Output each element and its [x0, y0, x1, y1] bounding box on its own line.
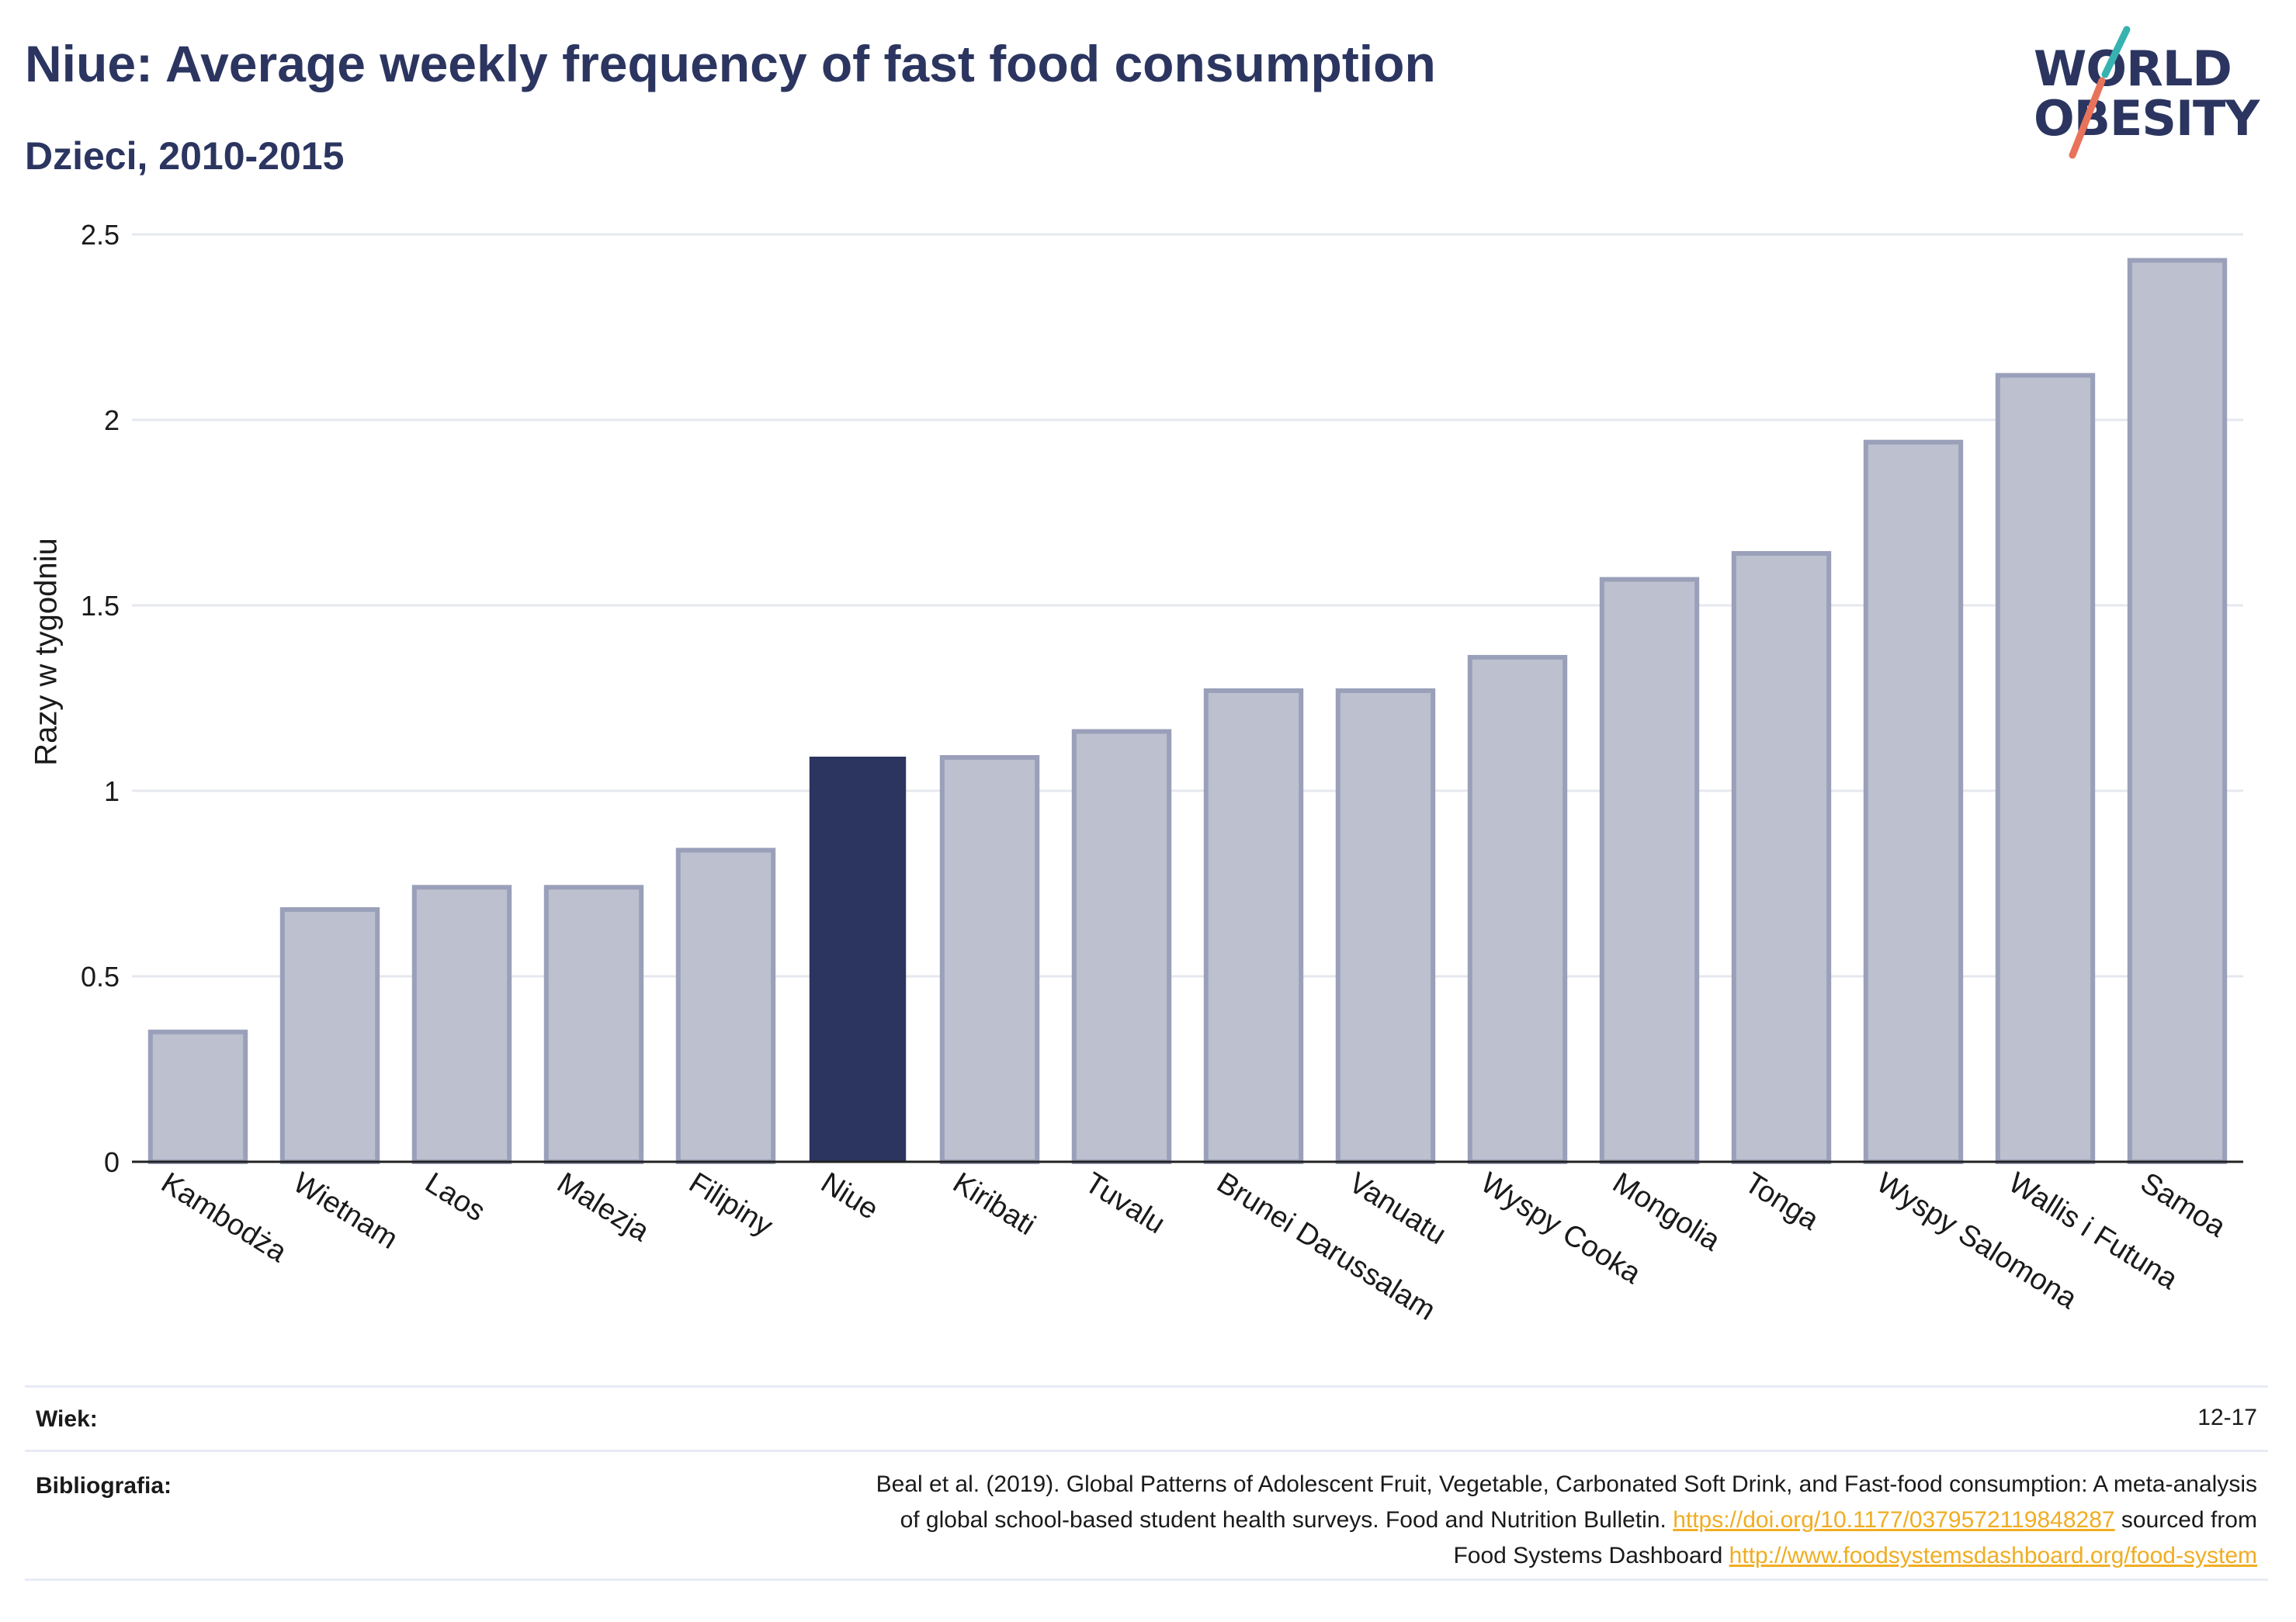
y-tick-label: 1 [104, 775, 120, 807]
x-tick-label: Brunei Darussalam [1211, 1166, 1441, 1327]
age-row: Wiek: 12-17 [25, 1405, 2268, 1444]
bar [939, 754, 1040, 1164]
y-tick-label: 2 [104, 404, 120, 436]
y-tick-label: 0.5 [81, 961, 120, 993]
x-tick-label: Vanuatu [1343, 1166, 1451, 1251]
bibliography-label: Bibliografia: [36, 1473, 172, 1499]
bar [543, 885, 644, 1165]
x-tick-label: Filipiny [683, 1166, 779, 1242]
footer-divider-top [25, 1385, 2268, 1388]
bibliography-line-3-text: Food Systems Dashboard [1453, 1543, 1723, 1568]
bibliography-row: Bibliografia: Beal et al. (2019). Global… [25, 1461, 2268, 1585]
x-tick-label: Malezja [551, 1166, 655, 1248]
bar [1599, 577, 1700, 1165]
bar [1863, 439, 1964, 1164]
x-tick-label: Tuvalu [1079, 1166, 1171, 1240]
logo-line-1: WORLD [2034, 40, 2232, 97]
chart-title: Niue: Average weekly frequency of fast f… [25, 35, 1436, 92]
bar [2127, 258, 2228, 1165]
bibliography-line-2-suffix: sourced from [2121, 1507, 2257, 1533]
x-tick-label: Niue [815, 1166, 884, 1226]
bar [279, 906, 380, 1165]
bar [675, 847, 776, 1164]
x-tick-label: Wietnam [287, 1166, 403, 1256]
logo-line-2: OBESITY [2034, 90, 2260, 147]
x-tick-label: Kambodża [155, 1166, 293, 1269]
footer-divider-bottom [25, 1579, 2268, 1581]
bar [1995, 373, 2096, 1164]
food-systems-dashboard-link[interactable]: http://www.foodsystemsdashboard.org/food… [1729, 1543, 2257, 1568]
bar-highlight [809, 756, 907, 1163]
bar [1071, 729, 1172, 1164]
x-tick-label: Laos [419, 1166, 491, 1228]
bibliography-line-2-text: of global school-based student health su… [900, 1507, 1667, 1533]
logo-slash-icon [2069, 26, 2131, 159]
bar [411, 885, 512, 1165]
bar [1467, 654, 1568, 1164]
y-tick-label: 0 [104, 1146, 120, 1178]
x-tick-label: Kiribati [947, 1166, 1041, 1242]
bibliography-line-2: of global school-based student health su… [876, 1502, 2257, 1538]
x-tick-label: Samoa [2135, 1166, 2232, 1244]
bibliography-line-3: Food Systems Dashboard http://www.foodsy… [876, 1538, 2257, 1574]
x-tick-label: Mongolia [1607, 1166, 1726, 1258]
y-tick-label: 2.5 [81, 219, 120, 251]
bar [1731, 551, 1832, 1164]
age-value: 12-17 [2197, 1405, 2257, 1430]
bibliography-line-1: Beal et al. (2019). Global Patterns of A… [876, 1471, 2257, 1497]
doi-link[interactable]: https://doi.org/10.1177/0379572119848287 [1673, 1507, 2115, 1533]
chart-subtitle: Dzieci, 2010-2015 [25, 134, 345, 178]
age-label: Wiek: [36, 1406, 98, 1432]
bar [147, 1029, 248, 1164]
bar [1203, 688, 1304, 1164]
footer-divider-middle [25, 1450, 2268, 1452]
bar [1335, 688, 1436, 1164]
y-tick-label: 1.5 [81, 590, 120, 622]
world-obesity-logo: WORLD OBESITY [2018, 23, 2282, 163]
x-tick-label: Tonga [1739, 1166, 1825, 1237]
bibliography-text: Beal et al. (2019). Global Patterns of A… [876, 1467, 2257, 1574]
